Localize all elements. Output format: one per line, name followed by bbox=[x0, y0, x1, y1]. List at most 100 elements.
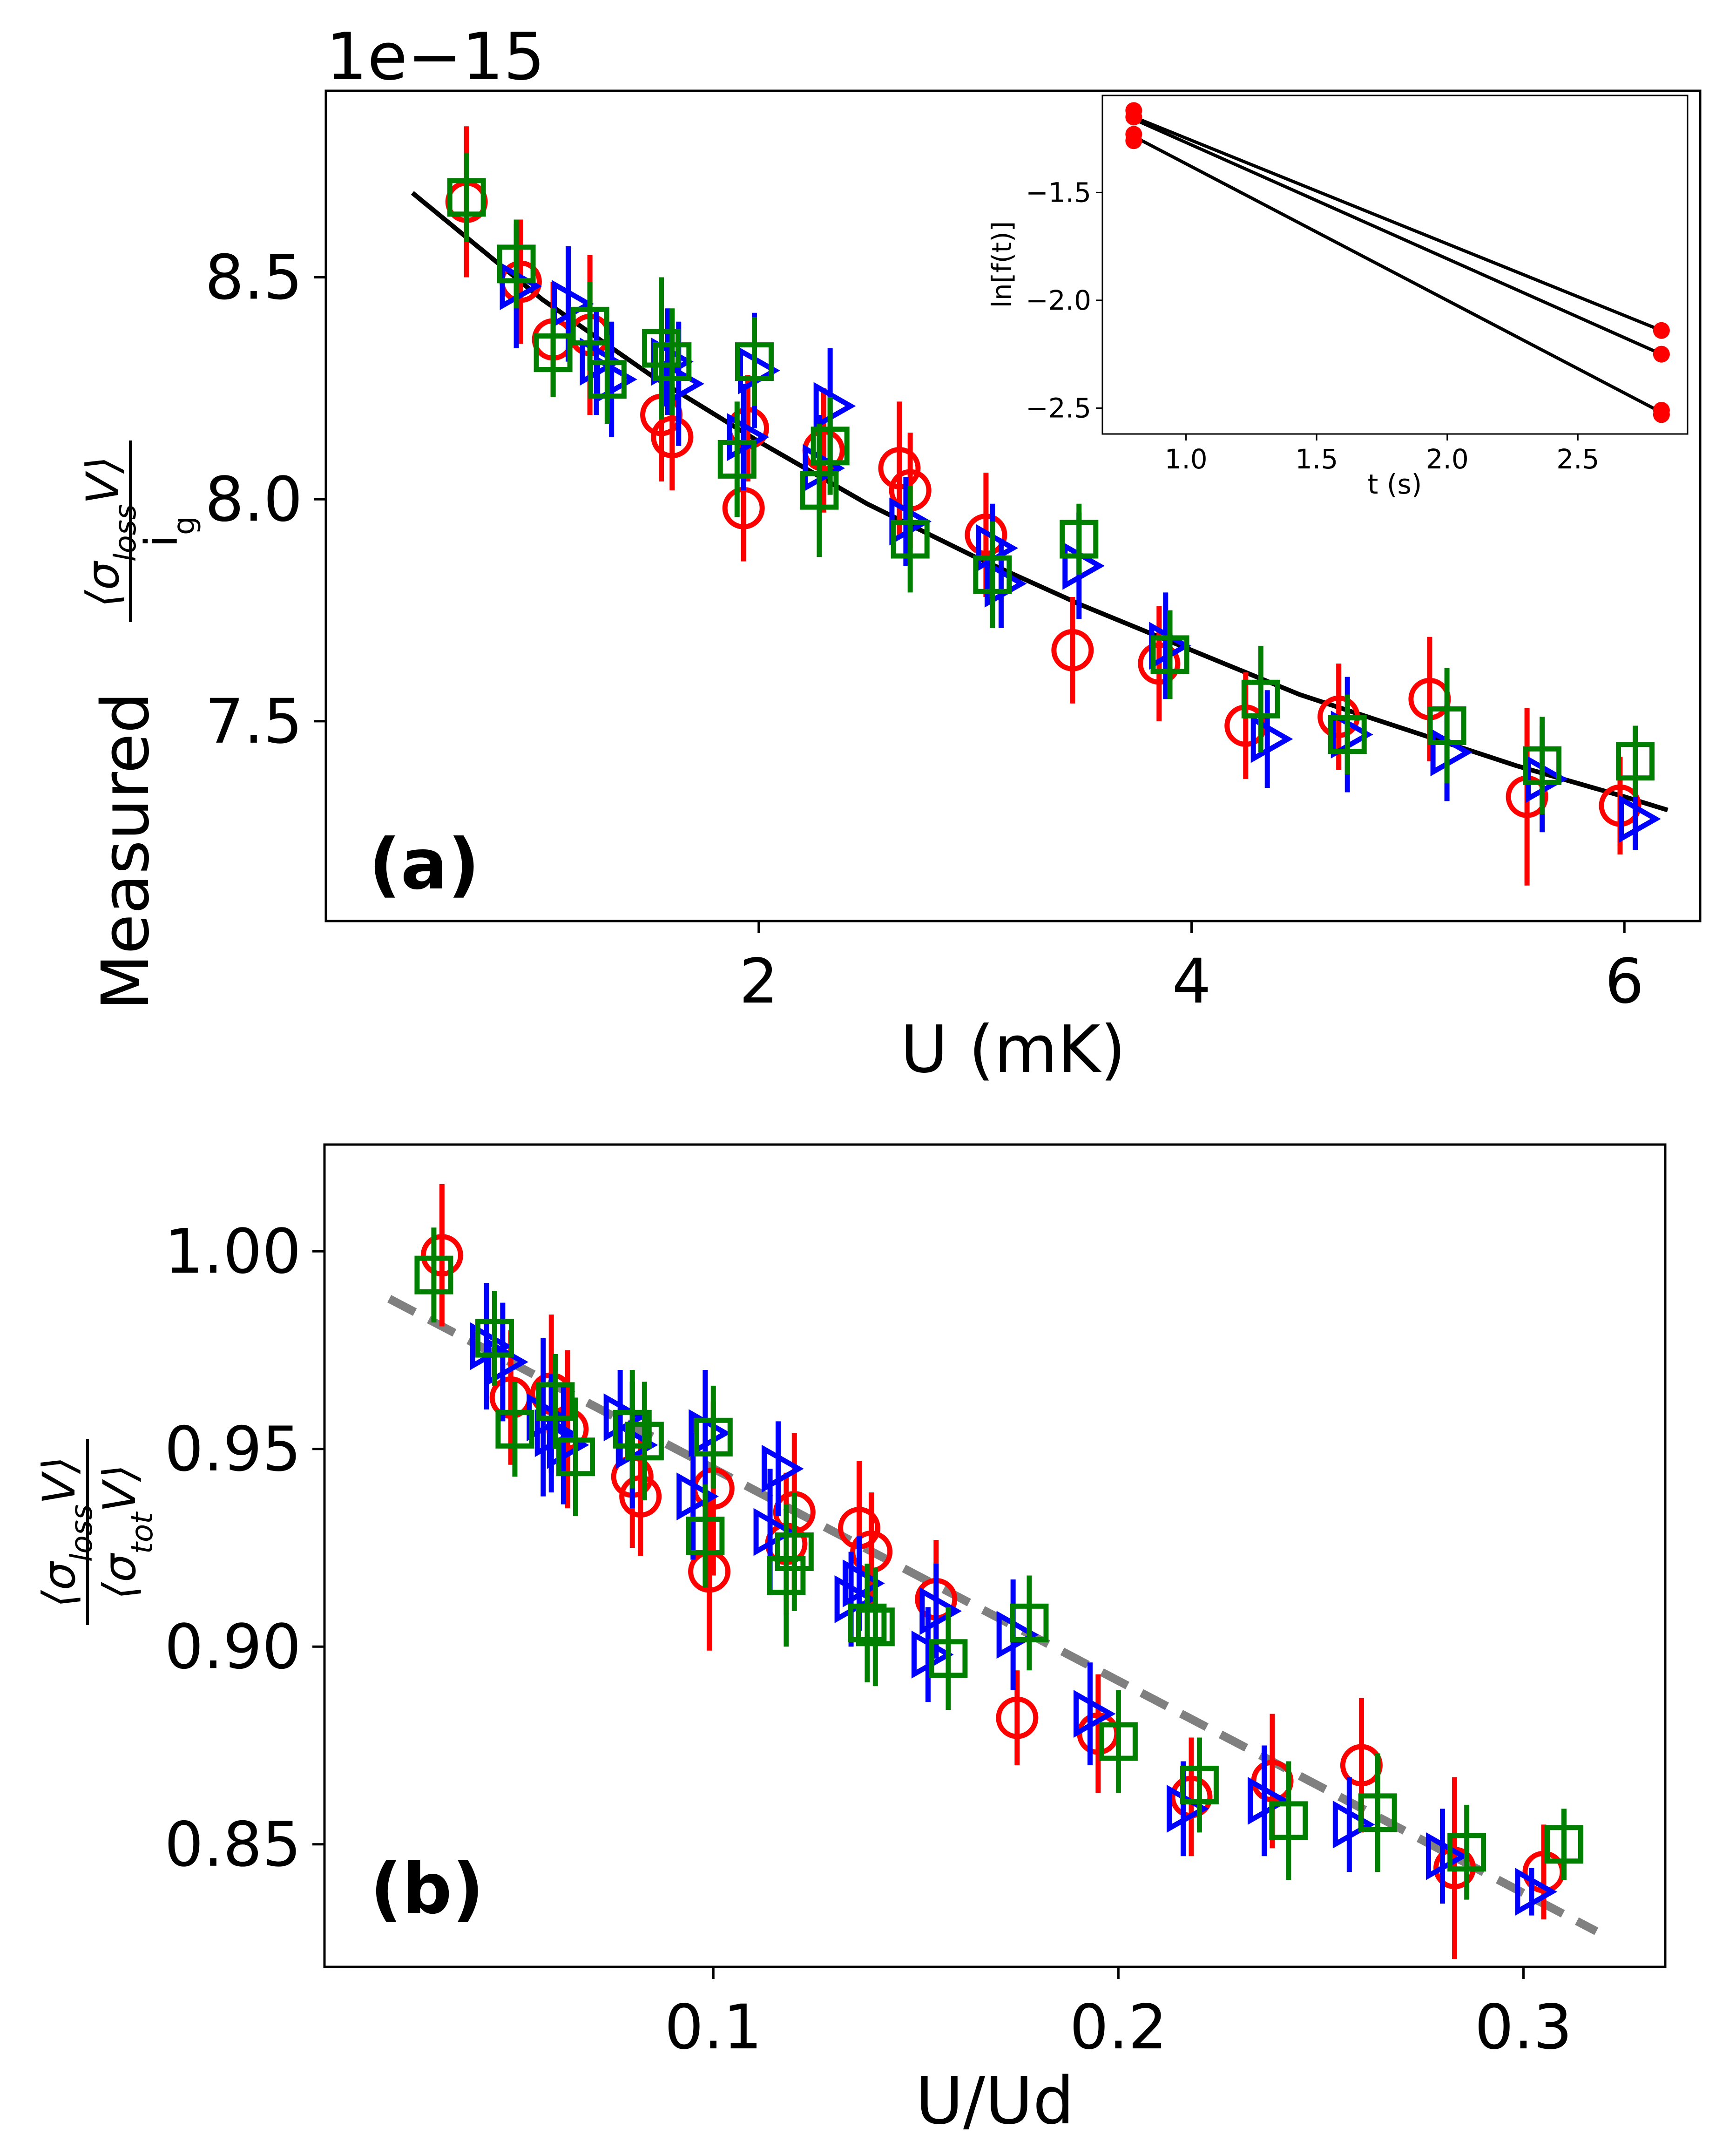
x-tick-label-a-0: 2 bbox=[739, 946, 778, 1017]
inset-y-tick-label-2: −2.5 bbox=[1026, 392, 1091, 424]
x-tick-label-b-1: 0.2 bbox=[1069, 1992, 1167, 2063]
marker-a-red-circle-13 bbox=[1138, 642, 1181, 685]
marker-b-blue-triangle-9 bbox=[753, 1508, 796, 1556]
marker-b-red-circle-5 bbox=[619, 1475, 662, 1518]
inset-y-label: ln[f(t)] bbox=[986, 221, 1018, 308]
marker-b-blue-triangle-17 bbox=[1167, 1784, 1209, 1833]
marker-a-blue-triangle-18 bbox=[1526, 755, 1568, 803]
inset-point-4 bbox=[1653, 322, 1670, 339]
marker-b-blue-triangle-14 bbox=[919, 1587, 962, 1635]
marker-b-blue-triangle-15 bbox=[996, 1611, 1039, 1659]
inset-x-tick-label-2: 2.0 bbox=[1426, 443, 1469, 475]
inset-line-1 bbox=[1133, 117, 1662, 356]
y-tick-label-b-0: 0.85 bbox=[164, 1809, 301, 1881]
y-axis-label-b: ⟨σlossV⟩ ⟨σtotV⟩ bbox=[33, 1439, 160, 1625]
marker-a-green-square-4 bbox=[588, 360, 627, 399]
marker-b-green-square-5 bbox=[613, 1410, 652, 1449]
y-axis-label-a-fraction: ⟨σlossV⟩ ig bbox=[77, 440, 202, 622]
fit-curve-a bbox=[411, 191, 1668, 813]
marker-a-blue-triangle-5 bbox=[662, 359, 704, 408]
marker-a-green-square-5 bbox=[642, 329, 681, 368]
inset-ticks: 1.0 1.5 2.0 2.5 −1.5 −2.0 −2.5 bbox=[1026, 176, 1599, 475]
y-axis-label-a: Measured ⟨σlossV⟩ ig bbox=[77, 440, 202, 1010]
marker-b-blue-triangle-19 bbox=[1332, 1800, 1375, 1849]
marker-a-blue-triangle-15 bbox=[1250, 715, 1293, 763]
marker-b-green-square-13 bbox=[929, 1639, 968, 1678]
axis-ticks-b: 0.1 0.2 0.3 0.85 0.90 0.95 1.00 bbox=[164, 1216, 1572, 2063]
marker-b-blue-triangle-16 bbox=[1073, 1690, 1116, 1738]
marker-a-red-circle-11 bbox=[965, 513, 1007, 556]
marker-a-blue-triangle-0 bbox=[500, 262, 542, 310]
y-label-b-denominator: ⟨σtotV⟩ bbox=[94, 1464, 160, 1600]
marker-b-blue-triangle-1 bbox=[486, 1338, 528, 1386]
x-tick-label-a-1: 4 bbox=[1172, 946, 1211, 1017]
marker-b-green-square-3 bbox=[536, 1382, 575, 1421]
panel-b: 0.1 0.2 0.3 0.85 0.90 0.95 1.00 (b) U/Ud ⟨σlos… bbox=[33, 1143, 1667, 2139]
marker-b-green-square-6 bbox=[625, 1422, 664, 1461]
marker-b-blue-triangle-11 bbox=[834, 1575, 877, 1623]
marker-b-red-circle-0 bbox=[420, 1234, 463, 1277]
inset-frame bbox=[1101, 95, 1689, 435]
marker-b-green-square-14 bbox=[1010, 1603, 1049, 1642]
axis-ticks-a: 2 4 6 7.5 8.0 8.5 bbox=[205, 242, 1644, 1017]
marker-a-green-square-0 bbox=[447, 178, 486, 217]
marker-a-green-square-15 bbox=[1241, 679, 1280, 718]
y-label-a-numerator: ⟨σlossV⟩ bbox=[77, 456, 143, 607]
marker-a-green-square-13 bbox=[1060, 520, 1099, 559]
marker-a-green-square-9 bbox=[800, 471, 839, 510]
marker-b-green-square-8 bbox=[694, 1417, 733, 1457]
marker-a-red-circle-5 bbox=[651, 416, 694, 459]
marker-b-green-square-16 bbox=[1180, 1765, 1219, 1804]
marker-b-green-square-11 bbox=[848, 1603, 887, 1642]
inset-plot: 1.0 1.5 2.0 2.5 −1.5 −2.0 −2.5 t (s) ln[f(t)] bbox=[986, 95, 1689, 500]
marker-a-blue-triangle-19 bbox=[1619, 795, 1661, 843]
y-tick-label-a-1: 8.0 bbox=[205, 464, 303, 535]
data-series-b bbox=[414, 1184, 1583, 1959]
marker-b-blue-triangle-10 bbox=[762, 1444, 804, 1493]
marker-a-green-square-10 bbox=[811, 427, 850, 466]
y-tick-label-a-0: 7.5 bbox=[205, 686, 303, 758]
marker-b-green-square-9 bbox=[767, 1556, 806, 1595]
marker-b-blue-triangle-8 bbox=[689, 1409, 731, 1457]
marker-a-blue-triangle-8 bbox=[803, 444, 845, 492]
x-tick-label-a-2: 6 bbox=[1605, 946, 1644, 1017]
y-tick-label-b-3: 1.00 bbox=[164, 1216, 301, 1288]
marker-a-green-square-18 bbox=[1523, 746, 1562, 785]
marker-b-green-square-7 bbox=[686, 1517, 725, 1556]
y-tick-label-b-2: 0.95 bbox=[164, 1414, 301, 1485]
marker-a-blue-triangle-9 bbox=[813, 382, 856, 430]
marker-a-red-circle-12 bbox=[1051, 629, 1094, 671]
marker-a-green-square-19 bbox=[1616, 742, 1655, 781]
marker-b-green-square-15 bbox=[1099, 1722, 1138, 1761]
marker-a-green-square-3 bbox=[570, 306, 609, 346]
marker-a-green-square-7 bbox=[717, 440, 757, 479]
marker-b-green-square-17 bbox=[1269, 1801, 1308, 1840]
marker-a-red-circle-9 bbox=[878, 447, 921, 489]
marker-b-green-square-2 bbox=[495, 1410, 534, 1449]
plot-b-frame bbox=[323, 1143, 1667, 1968]
panel-label-b: (b) bbox=[370, 1849, 484, 1930]
marker-b-blue-triangle-4 bbox=[547, 1421, 589, 1469]
inset-line-2 bbox=[1133, 135, 1662, 414]
inset-point-5 bbox=[1653, 346, 1670, 363]
inset-points bbox=[1125, 102, 1670, 423]
marker-b-green-square-10 bbox=[775, 1532, 814, 1572]
marker-b-blue-triangle-20 bbox=[1425, 1832, 1468, 1880]
marker-a-blue-triangle-6 bbox=[727, 413, 770, 461]
series-b-green-square bbox=[414, 1227, 1583, 1900]
marker-b-green-square-20 bbox=[1544, 1825, 1583, 1864]
panel-a: 2 4 6 7.5 8.0 8.5 1e−15 (a) U (mK) Measured ⟨… bbox=[77, 19, 1702, 1088]
data-series-a bbox=[445, 126, 1661, 886]
marker-a-blue-triangle-3 bbox=[595, 355, 637, 404]
inset-fit-lines bbox=[1133, 115, 1662, 414]
y-tick-label-b-1: 0.90 bbox=[164, 1611, 301, 1683]
marker-b-green-square-18 bbox=[1358, 1793, 1397, 1832]
marker-a-green-square-1 bbox=[497, 244, 536, 284]
inset-y-tick-label-1: −2.0 bbox=[1026, 285, 1091, 316]
marker-a-green-square-8 bbox=[735, 342, 774, 381]
inset-point-7 bbox=[1653, 406, 1670, 423]
marker-b-blue-triangle-12 bbox=[843, 1559, 885, 1607]
marker-b-red-circle-13 bbox=[996, 1696, 1039, 1739]
plot-a-frame bbox=[324, 89, 1702, 922]
